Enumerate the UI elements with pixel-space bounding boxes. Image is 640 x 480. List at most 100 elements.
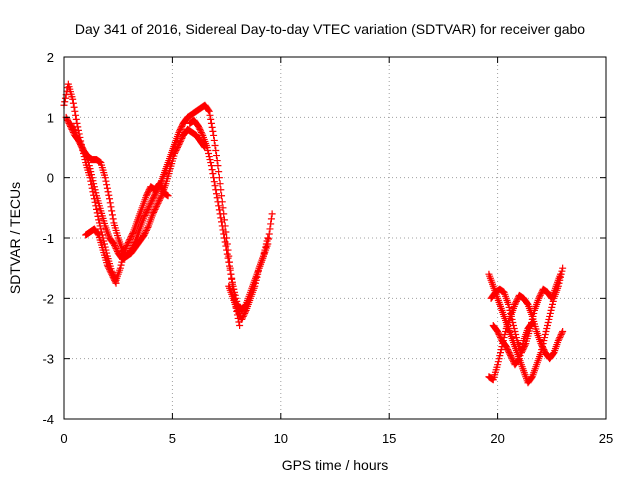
data-point — [240, 311, 248, 319]
data-point — [218, 222, 226, 230]
data-point — [151, 190, 159, 198]
data-point — [164, 192, 172, 200]
data-point — [511, 328, 519, 336]
data-point — [254, 267, 262, 275]
data-point — [505, 349, 513, 357]
data-point — [104, 263, 112, 271]
series-pass-F — [225, 234, 272, 323]
data-point — [530, 309, 538, 317]
data-point — [197, 127, 205, 135]
data-point — [86, 165, 94, 173]
data-point — [241, 309, 249, 317]
data-point — [69, 95, 77, 103]
grid — [64, 57, 606, 419]
data-point — [125, 237, 133, 245]
data-point — [529, 312, 537, 320]
data-point — [224, 254, 232, 262]
data-point — [267, 215, 275, 223]
data-point — [543, 325, 551, 332]
data-point — [502, 343, 510, 351]
data-point — [549, 350, 557, 358]
data-point — [215, 202, 223, 210]
data-point — [512, 299, 520, 307]
data-point — [207, 115, 215, 123]
data-point — [73, 133, 81, 141]
data-point — [507, 309, 515, 317]
data-point — [117, 261, 125, 269]
data-point — [228, 274, 236, 282]
data-point — [212, 147, 220, 155]
data-point — [178, 122, 186, 130]
data-point — [516, 352, 524, 360]
data-point — [507, 352, 515, 360]
data-point — [509, 318, 517, 326]
data-point — [503, 344, 511, 352]
data-point — [211, 182, 219, 190]
data-point — [495, 355, 503, 363]
data-point — [494, 358, 502, 366]
data-point — [548, 303, 556, 311]
data-point — [494, 328, 502, 336]
data-point — [218, 192, 226, 200]
data-point — [67, 121, 75, 129]
data-point — [209, 127, 217, 135]
data-point — [128, 245, 136, 253]
data-point — [507, 312, 515, 320]
data-point — [252, 276, 260, 284]
data-point — [506, 350, 514, 358]
data-point — [536, 293, 544, 301]
data-point — [213, 157, 221, 165]
data-point — [263, 237, 271, 245]
data-point — [535, 294, 543, 302]
data-point — [544, 318, 552, 326]
data-point — [523, 299, 531, 307]
data-point — [153, 187, 161, 195]
data-point — [504, 347, 512, 355]
data-point — [80, 147, 88, 155]
data-point — [220, 234, 228, 242]
data-point — [209, 170, 217, 178]
data-point — [496, 334, 504, 342]
data-point — [211, 141, 219, 149]
data-point — [212, 152, 220, 160]
data-point — [70, 127, 78, 135]
data-point — [150, 207, 158, 215]
data-point — [539, 344, 547, 352]
data-point — [140, 231, 148, 239]
data-point — [85, 159, 93, 167]
data-point — [210, 131, 218, 139]
data-point — [74, 136, 82, 144]
y-axis-label: SDTVAR / TECUs — [7, 182, 23, 294]
data-point — [105, 191, 113, 199]
data-point — [130, 240, 138, 248]
data-point — [144, 189, 152, 197]
data-point — [143, 225, 151, 233]
data-point — [156, 195, 164, 203]
data-point — [225, 258, 233, 266]
data-point — [141, 229, 149, 237]
data-point — [85, 162, 93, 170]
data-point — [252, 279, 260, 287]
data-point — [142, 210, 150, 218]
data-point — [504, 300, 512, 308]
data-point — [111, 243, 119, 251]
data-point — [176, 127, 184, 135]
data-point — [95, 216, 103, 224]
data-point — [142, 192, 150, 200]
data-point — [219, 226, 227, 234]
data-point — [228, 278, 236, 286]
data-point — [151, 205, 159, 213]
data-point — [69, 99, 77, 107]
data-point — [227, 270, 235, 278]
data-point — [251, 282, 259, 290]
data-point — [145, 187, 153, 195]
data-point — [507, 353, 515, 361]
data-point — [267, 220, 275, 228]
series-pass-J — [489, 318, 536, 369]
data-point — [241, 308, 249, 316]
data-point — [222, 242, 230, 250]
data-point — [223, 250, 231, 258]
data-point — [89, 177, 97, 185]
data-point — [204, 147, 212, 155]
data-point — [61, 98, 69, 106]
